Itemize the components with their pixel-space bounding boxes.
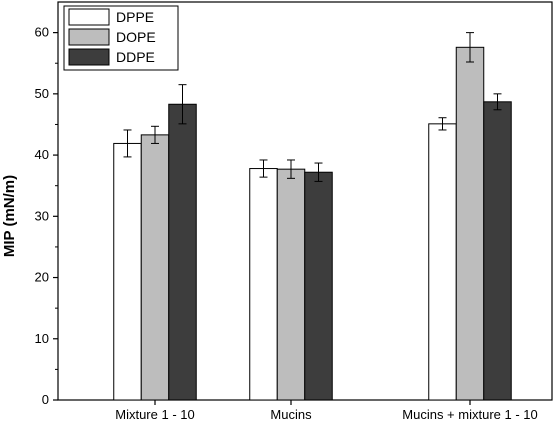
bar-ddpe-2 xyxy=(304,171,333,401)
legend-label-dope: DOPE xyxy=(116,29,156,45)
y-tick-label: 50 xyxy=(35,86,49,101)
bar-dope-3 xyxy=(455,46,485,401)
legend-swatch-dope xyxy=(68,28,110,46)
x-tick-label: Mucins + mixture 1 - 10 xyxy=(402,407,537,422)
legend-swatch-dppe xyxy=(68,8,110,26)
bar-dope-1 xyxy=(140,134,170,401)
legend-swatch-ddpe xyxy=(68,48,110,66)
y-tick-label: 40 xyxy=(35,147,49,162)
plot-area: 0 10 20 30 40 50 60 Mixture 1 - 10 Mucins Mucins … xyxy=(35,1,553,422)
legend-label-dppe: DPPE xyxy=(116,9,154,25)
y-tick-label: 30 xyxy=(35,208,49,223)
bar-dppe-2 xyxy=(249,168,278,401)
x-tick-label: Mucins xyxy=(270,407,312,422)
bar-ddpe-3 xyxy=(483,101,512,401)
bar-dope-2 xyxy=(276,168,306,401)
y-tick-label: 0 xyxy=(42,392,49,407)
y-axis-title: MIP (mN/m) xyxy=(1,175,18,257)
legend-label-ddpe: DDPE xyxy=(116,49,155,65)
y-tick-label: 10 xyxy=(35,331,49,346)
bar-dppe-1 xyxy=(113,142,142,401)
y-tick-label: 60 xyxy=(35,25,49,40)
bar-dppe-3 xyxy=(428,123,457,401)
bar-ddpe-1 xyxy=(168,103,197,401)
x-tick-label: Mixture 1 - 10 xyxy=(115,407,194,422)
y-tick-label: 20 xyxy=(35,270,49,285)
legend: DPPE DOPE DDPE xyxy=(63,5,179,71)
